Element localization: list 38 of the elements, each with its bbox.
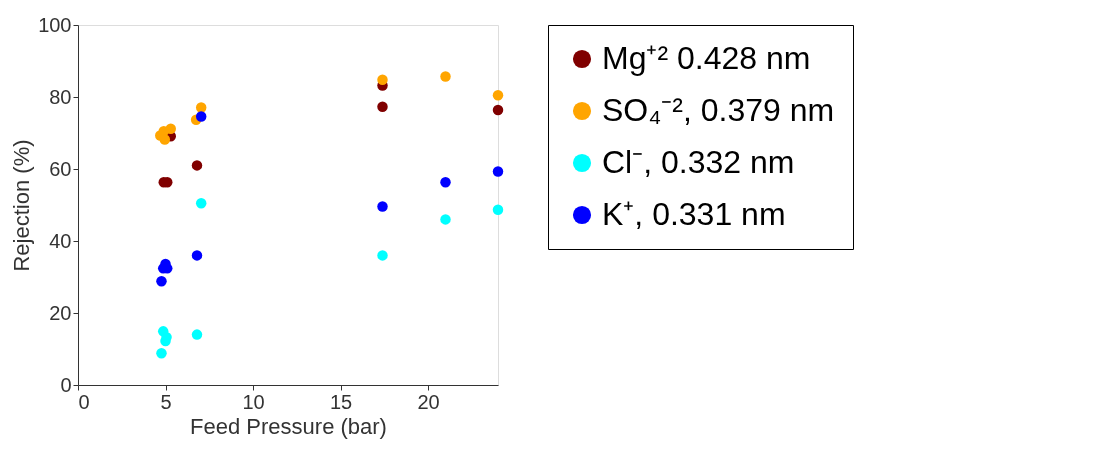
point bbox=[492, 89, 504, 101]
point bbox=[195, 102, 207, 113]
point bbox=[195, 197, 207, 209]
point bbox=[492, 166, 504, 177]
point bbox=[195, 111, 207, 122]
y-tick-label: 0 bbox=[60, 373, 72, 396]
point bbox=[492, 204, 504, 215]
y-axis-title: Rejection (%) bbox=[9, 139, 35, 272]
point bbox=[165, 123, 176, 134]
point bbox=[156, 348, 167, 359]
x-axis-title: Feed Pressure (bar) bbox=[190, 413, 387, 439]
x-tick-label: 10 bbox=[242, 390, 265, 413]
point bbox=[156, 276, 167, 287]
y-tick-label: 20 bbox=[49, 301, 72, 324]
point bbox=[440, 214, 451, 225]
y-tick-label: 100 bbox=[38, 13, 72, 36]
y-tick-label: 80 bbox=[49, 85, 72, 108]
point bbox=[492, 104, 504, 116]
x-tick-label: 5 bbox=[160, 390, 172, 413]
x-tick-label: 0 bbox=[78, 390, 90, 413]
legend-label: Mg⁺² 0.428 nm bbox=[602, 40, 811, 76]
x-tick-label: 20 bbox=[417, 390, 440, 413]
point bbox=[377, 74, 388, 85]
point bbox=[191, 250, 203, 261]
legend-label: Cl⁻, 0.332 nm bbox=[602, 144, 795, 180]
point bbox=[377, 201, 388, 212]
point bbox=[377, 250, 388, 261]
point bbox=[440, 177, 451, 188]
point bbox=[440, 71, 451, 82]
point bbox=[159, 134, 171, 145]
legend-label: SO₄⁻², 0.379 nm bbox=[602, 92, 835, 128]
point bbox=[377, 101, 388, 112]
x-tick-label: 15 bbox=[329, 390, 353, 413]
legend-label: K⁺, 0.331 nm bbox=[602, 196, 786, 232]
point bbox=[191, 160, 203, 171]
y-tick-label: 40 bbox=[49, 229, 72, 252]
y-tick-label: 60 bbox=[49, 157, 72, 180]
point bbox=[191, 329, 203, 340]
